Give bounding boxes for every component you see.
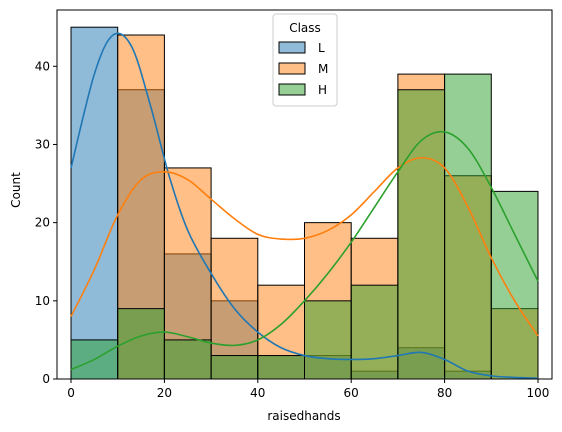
y-tick-label: 0 — [42, 372, 50, 386]
bar-H-40 — [257, 355, 305, 380]
legend-label-L: L — [318, 41, 325, 55]
x-tick-label: 0 — [67, 386, 75, 400]
kde-line-L — [70, 32, 539, 380]
plot-frame — [56, 9, 553, 380]
y-tick-label: 10 — [35, 294, 50, 308]
legend-title: Class — [289, 21, 321, 35]
y-tick-label: 30 — [35, 137, 50, 151]
legend-label-H: H — [318, 83, 327, 97]
legend-swatch-H — [278, 83, 306, 96]
legend-items: LMH — [278, 41, 328, 97]
bar-H-10 — [117, 308, 165, 380]
y-tick-label: 40 — [35, 59, 50, 73]
x-axis-label: raisedhands — [267, 409, 340, 423]
x-tick-label: 100 — [527, 386, 550, 400]
bar-H-20 — [163, 339, 212, 380]
bar-H-70 — [397, 89, 446, 380]
bar-H-90 — [490, 190, 539, 380]
x-tick-label: 80 — [437, 386, 452, 400]
bar-H-30 — [210, 355, 259, 380]
y-tick-label: 20 — [35, 216, 50, 230]
bar-H-60 — [350, 284, 399, 380]
bar-L-0 — [70, 26, 119, 380]
legend-swatch-L — [278, 41, 306, 54]
y-axis-ticks: 0 10 20 30 40 — [35, 59, 57, 386]
x-tick-label: 60 — [344, 386, 359, 400]
legend-swatch-M — [278, 62, 306, 75]
bar-H-50 — [304, 300, 352, 380]
kde-curves — [70, 32, 539, 380]
bar-H-80 — [444, 73, 492, 380]
x-axis-ticks: 0 20 40 60 80 100 — [67, 379, 549, 400]
kde-line-H — [70, 130, 539, 371]
x-tick-label: 20 — [157, 386, 172, 400]
legend-label-M: M — [318, 62, 328, 76]
y-axis-label: Count — [9, 172, 23, 208]
legend: Class LMH — [272, 13, 338, 107]
kde-line-M — [70, 156, 539, 337]
legend-box — [272, 13, 338, 107]
x-tick-label: 40 — [250, 386, 265, 400]
